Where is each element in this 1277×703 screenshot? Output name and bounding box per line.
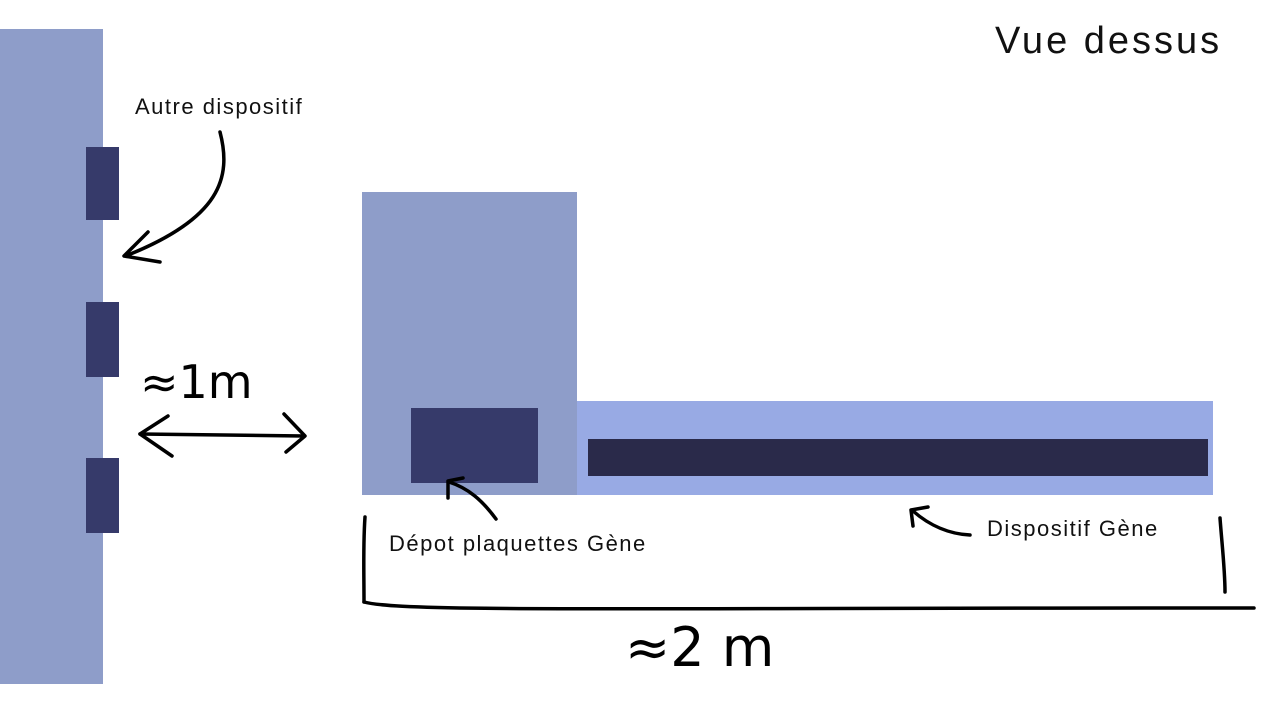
arrow-to-gene-device: [913, 511, 970, 535]
length-label: ≈2 m: [625, 616, 774, 679]
length-bracket-left: [364, 517, 365, 602]
distance-label: ≈1m: [140, 355, 253, 409]
arrowhead-other-device: [124, 232, 160, 262]
length-bracket-right: [1220, 518, 1225, 592]
distance-double-arrow: [140, 434, 304, 436]
length-bracket-base: [364, 602, 1254, 609]
distance-arrowhead-right: [284, 414, 305, 452]
arrow-to-pad-deposit: [449, 482, 496, 519]
